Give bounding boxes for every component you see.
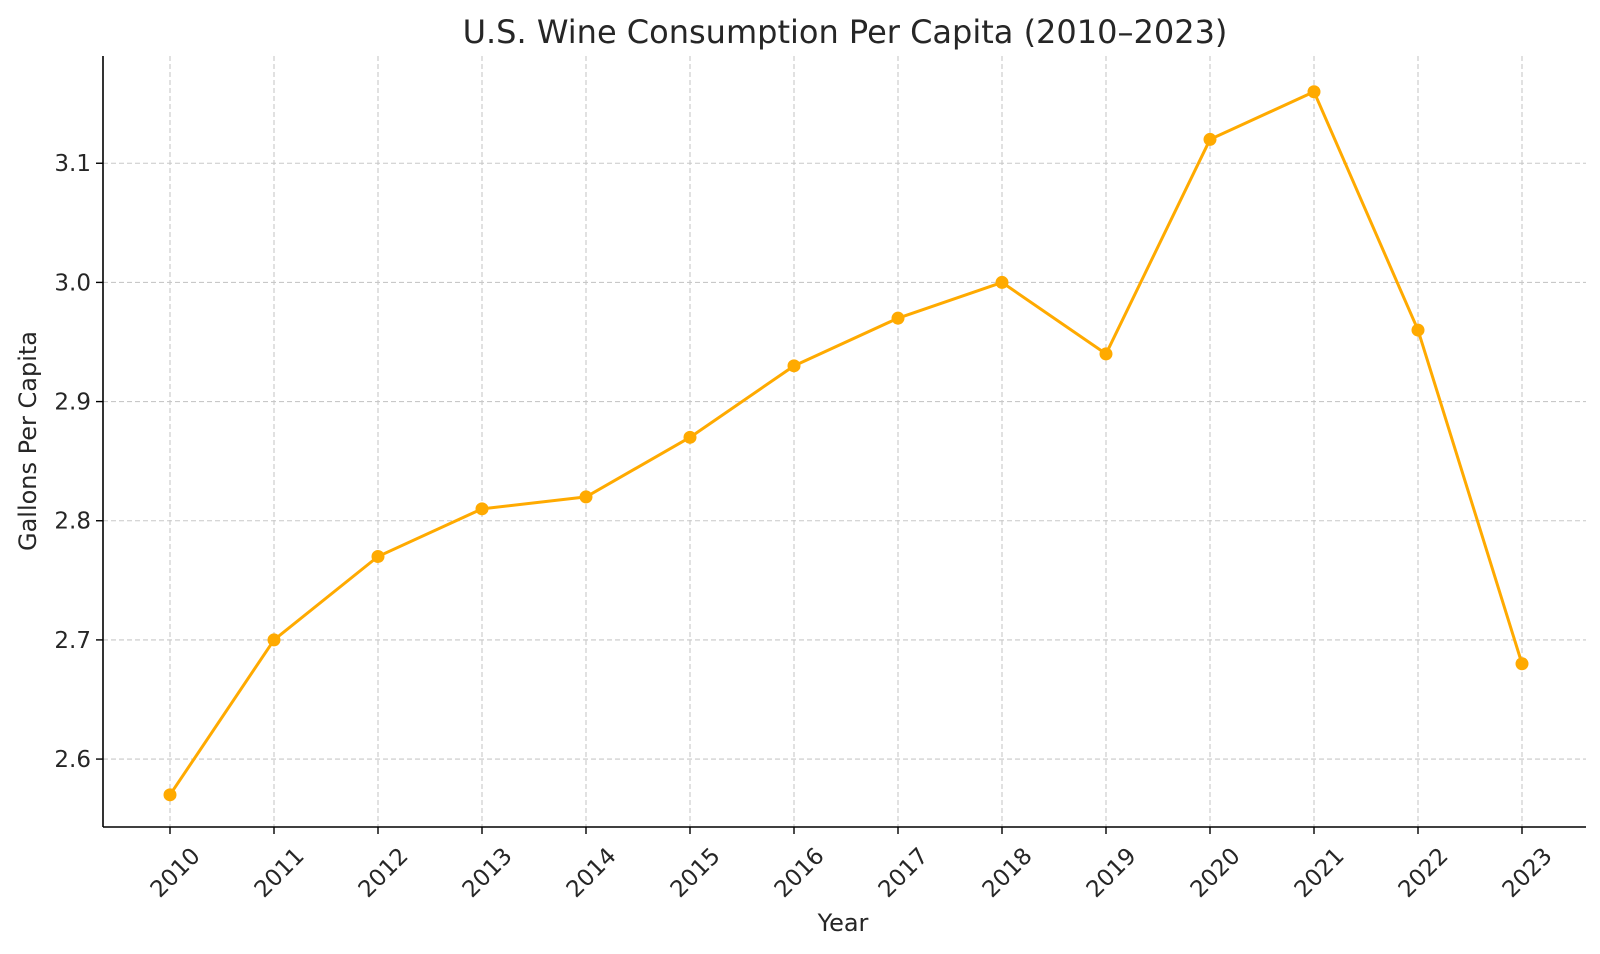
data-point [891, 311, 905, 325]
data-point [1411, 323, 1425, 337]
data-point [683, 430, 697, 444]
y-tick-label: 2.7 [54, 628, 91, 654]
data-point [163, 788, 177, 802]
chart-title: U.S. Wine Consumption Per Capita (2010–2… [463, 13, 1228, 51]
y-axis-ticks: 2.6 2.7 2.8 2.9 3.0 3.1 [54, 151, 103, 773]
y-axis-label: Gallons Per Capita [14, 331, 42, 551]
y-tick-label: 2.8 [54, 509, 91, 535]
data-point [787, 359, 801, 373]
data-point [1515, 657, 1529, 671]
data-point [995, 275, 1009, 289]
series-layer [163, 85, 1529, 802]
y-tick-label: 3.0 [54, 270, 91, 296]
data-point [1099, 347, 1113, 361]
axes [102, 56, 1586, 828]
y-tick-label: 3.1 [54, 151, 91, 177]
y-tick-label: 2.6 [54, 747, 91, 773]
x-axis-label: Year [817, 909, 869, 937]
grid [103, 56, 1586, 827]
data-point [1307, 85, 1321, 99]
y-tick-label: 2.9 [54, 390, 91, 416]
data-point [579, 490, 593, 504]
data-point [1203, 132, 1217, 146]
series-line [168, 90, 1524, 797]
data-point [267, 633, 281, 647]
data-point [475, 502, 489, 516]
data-point [371, 549, 385, 563]
